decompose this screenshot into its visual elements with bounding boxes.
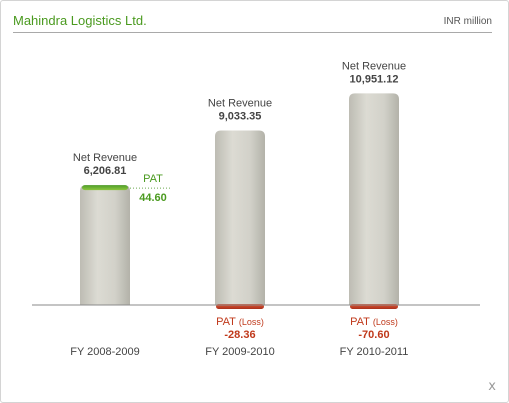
category-label: FY 2008-2009: [70, 346, 140, 358]
pat-label: PAT: [216, 316, 236, 328]
pat-loss-label: PAT (Loss): [350, 316, 398, 328]
close-icon[interactable]: x: [488, 379, 496, 394]
loss-suffix: (Loss): [239, 317, 264, 327]
pat-label: PAT: [143, 173, 163, 185]
revenue-bar: [80, 185, 130, 305]
loss-suffix: (Loss): [373, 317, 398, 327]
revenue-bar: [215, 130, 265, 305]
pat-label: PAT: [350, 316, 370, 328]
category-label: FY 2009-2010: [205, 346, 275, 358]
revenue-label: Net Revenue: [73, 152, 137, 164]
revenue-value: 10,951.12: [350, 73, 399, 85]
pat-value: -70.60: [358, 329, 389, 341]
pat-profit-cap: [82, 185, 128, 191]
category-label: FY 2010-2011: [340, 346, 409, 358]
revenue-bar: [349, 93, 399, 305]
unit-label: INR million: [443, 16, 492, 27]
pat-loss-label: PAT (Loss): [216, 316, 264, 328]
revenue-value: 9,033.35: [219, 110, 262, 122]
revenue-value: 6,206.81: [84, 165, 127, 177]
revenue-label: Net Revenue: [208, 97, 272, 109]
pat-value: 44.60: [139, 192, 167, 204]
company-title: Mahindra Logistics Ltd.: [13, 13, 147, 28]
revenue-label: Net Revenue: [342, 60, 406, 72]
title-divider: [13, 32, 492, 33]
pat-value: -28.36: [224, 329, 255, 341]
